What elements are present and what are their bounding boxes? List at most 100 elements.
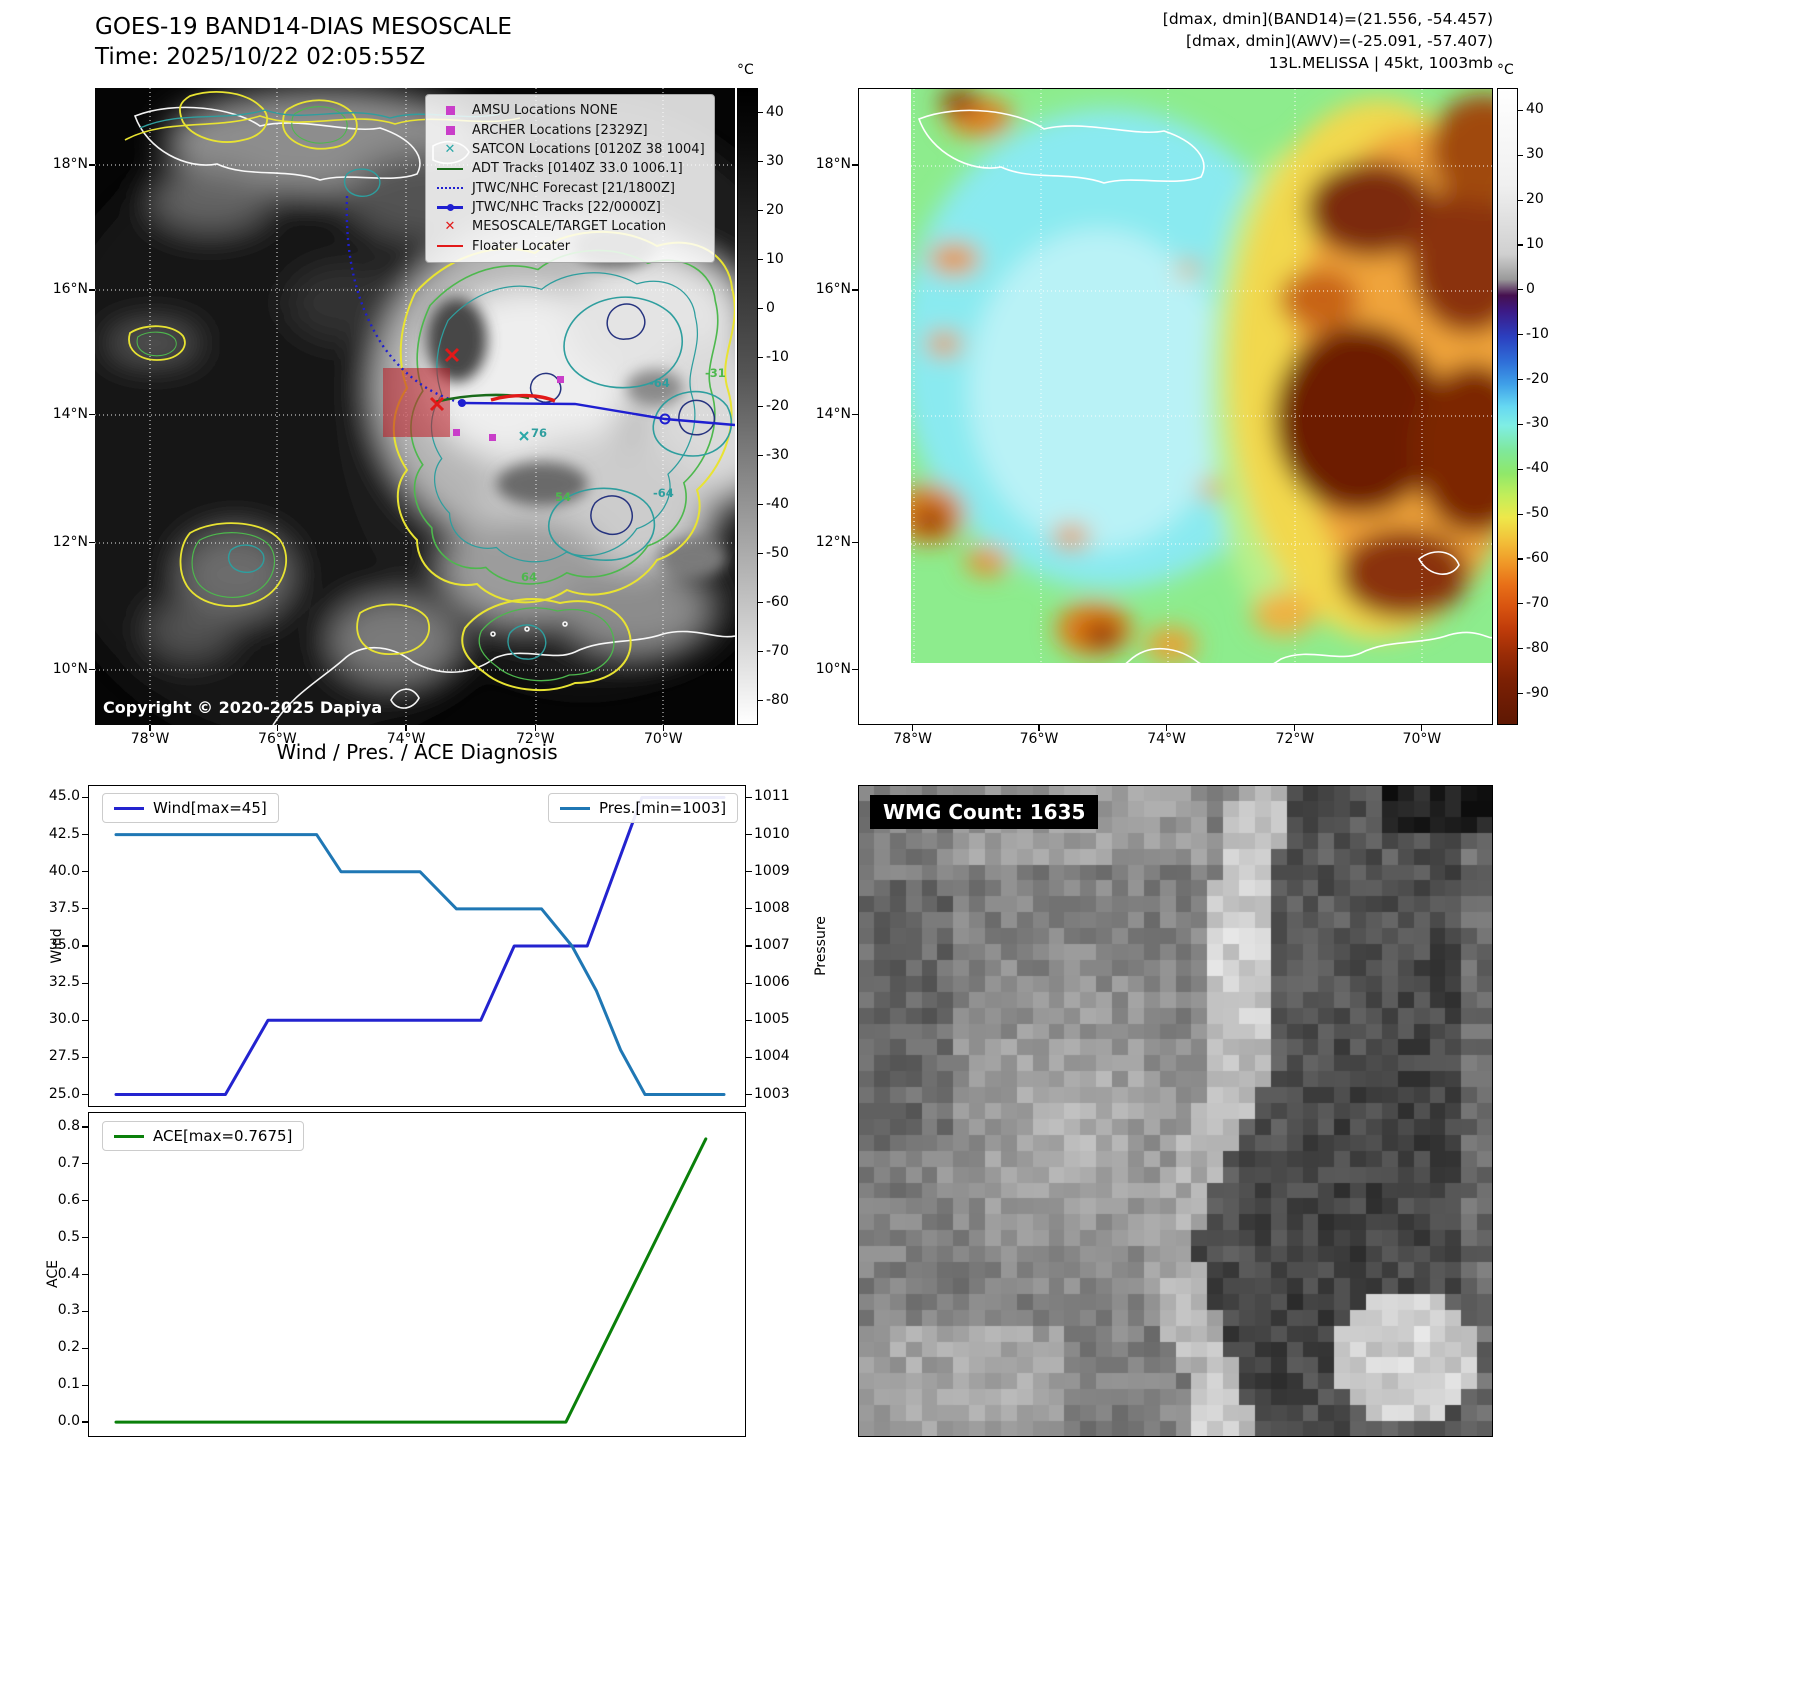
colorbar-tick-mark: [758, 503, 763, 506]
axis-tick-mark: [82, 1273, 88, 1276]
lon-tick-mark: [1166, 725, 1168, 731]
lat-tick-label: 16°N: [815, 280, 851, 297]
band14-time: Time: 2025/10/22 02:05:55Z: [95, 44, 426, 70]
wind-tick-label: 42.5: [48, 825, 80, 842]
axis-tick-mark: [746, 908, 752, 910]
wind-tick-label: 45.0: [48, 788, 80, 805]
legend-item: ADT Tracks [0140Z 33.0 1006.1]: [435, 159, 705, 178]
ace-tick-label: 0.7: [57, 1154, 80, 1171]
legend-item-label: ADT Tracks [0140Z 33.0 1006.1]: [472, 161, 683, 177]
wind-tick-label: 25.0: [48, 1085, 80, 1102]
band14-colorbar: [737, 88, 758, 725]
x-marker-icon: ✕: [444, 219, 456, 235]
contour-label: 64: [521, 570, 538, 584]
ace-tick-label: 0.3: [57, 1302, 80, 1319]
axis-tick-mark: [82, 1019, 88, 1021]
axis-tick-mark: [82, 982, 88, 984]
pressure-legend-label: Pres.[min=1003]: [599, 799, 727, 817]
axis-tick-mark: [82, 908, 88, 910]
colorbar-tick-label: 30: [1526, 146, 1544, 163]
map-legend: AMSU Locations NONE ARCHER Locations [232…: [425, 94, 715, 263]
lat-tick-mark: [89, 414, 95, 416]
legend-item-label: AMSU Locations NONE: [472, 103, 618, 119]
colorbar-tick-mark: [1518, 378, 1523, 381]
awv-temperature-field: [911, 89, 1492, 663]
colorbar-tick-mark: [1518, 468, 1523, 470]
line-dot-marker-icon: [437, 204, 463, 212]
legend-marker-line-dot: [435, 204, 465, 212]
square-marker-icon: [445, 106, 455, 116]
ace-legend: ACE[max=0.7675]: [102, 1121, 305, 1151]
legend-item: JTWC/NHC Tracks [22/0000Z]: [435, 198, 705, 217]
colorbar-tick-mark: [758, 209, 763, 212]
wmg-count-label: WMG Count: 1635: [870, 795, 1099, 829]
band14-title: GOES-19 BAND14-DIAS MESOSCALE: [95, 14, 512, 40]
lon-tick-label: 70°W: [643, 731, 683, 747]
mesoscale-target-x-icon: [429, 347, 460, 412]
colorbar-tick-mark: [758, 356, 763, 359]
storm-id-header: 13L.MELISSA | 45kt, 1003mb: [1268, 54, 1493, 72]
lon-tick-mark: [662, 725, 664, 731]
colorbar-tick-mark: [758, 111, 763, 114]
colorbar-tick-label: -30: [1526, 415, 1549, 432]
colorbar-tick-label: -10: [766, 348, 789, 365]
axis-tick-mark: [82, 1163, 88, 1165]
colorbar-tick-label: -20: [1526, 370, 1549, 387]
colorbar-tick-mark: [1518, 558, 1523, 560]
pressure-tick-label: 1005: [754, 1011, 790, 1028]
axis-tick-mark: [82, 1384, 88, 1386]
lat-tick-mark: [89, 668, 95, 671]
colorbar-tick-label: -60: [766, 593, 789, 610]
legend-marker-square: [435, 106, 465, 116]
awv-header-line-2: [dmax, dmin](AWV)=(-25.091, -57.407): [1186, 32, 1493, 50]
axis-tick-mark: [82, 945, 88, 947]
colorbar-tick-mark: [758, 650, 763, 653]
colorbar-tick-mark: [758, 699, 763, 702]
axis-tick-mark: [746, 1019, 752, 1021]
colorbar-tick-label: -60: [1526, 550, 1549, 567]
axis-tick-mark: [82, 834, 88, 836]
ace-tick-label: 0.2: [57, 1339, 80, 1356]
axis-tick-mark: [746, 945, 752, 947]
band14-map: AMSU Locations NONE ARCHER Locations [232…: [95, 88, 735, 725]
legend-item-label: JTWC/NHC Tracks [22/0000Z]: [472, 200, 661, 216]
lat-tick-label: 10°N: [815, 660, 851, 677]
ace-legend-line-icon: [114, 1134, 144, 1138]
awv-map: [858, 88, 1493, 725]
lon-tick-mark: [1421, 725, 1423, 731]
lat-tick-label: 10°N: [52, 660, 88, 677]
jtwc-track: [461, 401, 735, 427]
pressure-legend-line-icon: [560, 806, 590, 810]
lon-tick-label: 78°W: [893, 731, 932, 747]
lon-tick-label: 74°W: [386, 731, 426, 747]
colorbar-tick-mark: [1518, 199, 1523, 201]
ace-chart-area: [88, 1112, 746, 1437]
wind-legend-line-icon: [114, 806, 144, 810]
wind-pressure-chart-area: [88, 785, 746, 1107]
awv-colorbar-unit: °C: [1497, 62, 1514, 78]
archer-location-markers: [453, 376, 564, 441]
contour-label: -31: [705, 366, 726, 380]
colorbar-tick-mark: [1518, 603, 1523, 605]
legend-marker-x: ✕: [435, 143, 465, 156]
colorbar-tick-mark: [758, 454, 763, 457]
lat-tick-mark: [89, 164, 95, 166]
colorbar-tick-mark: [758, 160, 763, 163]
lat-tick-mark: [852, 289, 858, 291]
line-dot-marker-dot: [447, 204, 454, 212]
wind-legend-label: Wind[max=45]: [153, 799, 267, 817]
legend-item-label: Floater Locater: [472, 238, 571, 254]
lon-tick-label: 70°W: [1402, 731, 1442, 747]
colorbar-tick-label: -70: [766, 642, 789, 659]
pressure-tick-label: 1006: [754, 974, 790, 991]
lat-tick-label: 18°N: [52, 156, 88, 173]
colorbar-tick-mark: [758, 601, 763, 604]
legend-item: ✕ MESOSCALE/TARGET Location: [435, 217, 705, 236]
floater-locater-line: [490, 393, 556, 403]
lat-tick-label: 14°N: [815, 405, 851, 422]
lat-tick-label: 12°N: [815, 533, 851, 550]
lon-tick-label: 72°W: [515, 731, 555, 747]
colorbar-tick-label: -90: [1526, 684, 1549, 701]
axis-tick-mark: [82, 1093, 88, 1096]
ace-legend-label: ACE[max=0.7675]: [153, 1127, 293, 1145]
